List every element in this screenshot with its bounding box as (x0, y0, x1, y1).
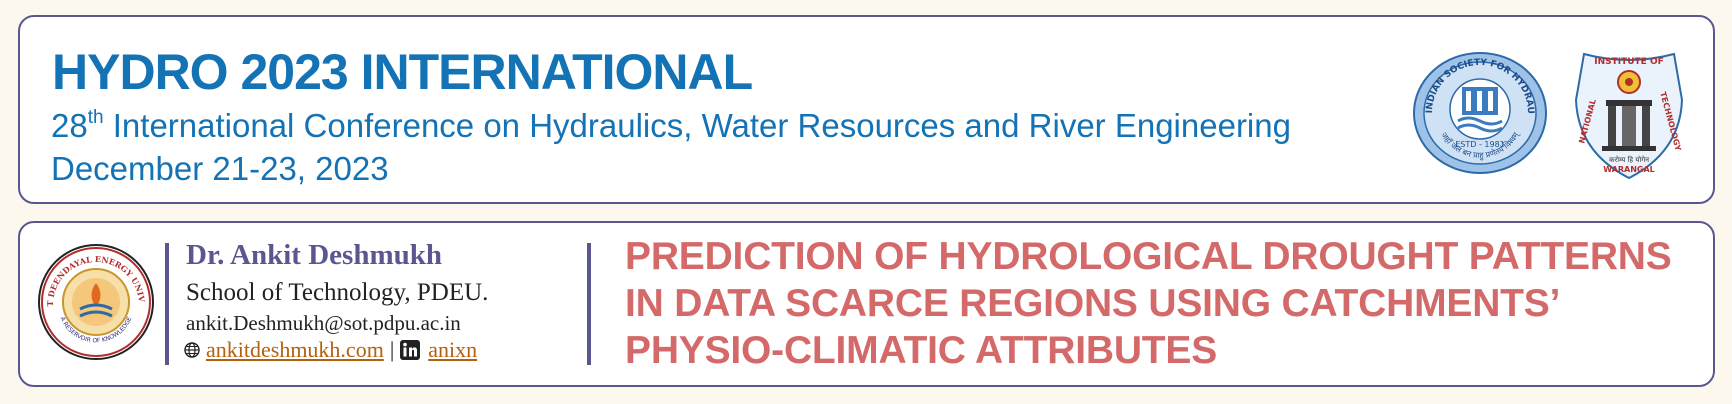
conference-subtitle: 28th International Conference on Hydraul… (51, 107, 1291, 145)
talk-title-line: PREDICTION OF HYDROLOGICAL DROUGHT PATTE… (625, 235, 1672, 278)
conference-ordinal-suffix: th (87, 107, 104, 128)
divider (587, 243, 591, 365)
presenter-affiliation: School of Technology, PDEU. (186, 279, 489, 306)
pdeu-seal-logo: PANDIT DEENDAYAL ENERGY UNIVERSITY A RES… (37, 243, 154, 360)
talk-title-line: IN DATA SCARCE REGIONS USING CATCHMENTS’ (625, 282, 1561, 325)
conference-ordinal: 28 (51, 107, 88, 144)
conference-header-card: HYDRO 2023 INTERNATIONAL 28th Internatio… (18, 15, 1715, 204)
presenter-email[interactable]: ankit.Deshmukh@sot.pdpu.ac.in (186, 311, 461, 335)
linkedin-link[interactable]: anixn (428, 337, 478, 362)
presenter-name: Dr. Ankit Deshmukh (186, 239, 442, 271)
conference-title: HYDRO 2023 INTERNATIONAL (52, 44, 753, 100)
presenter-links: ankitdeshmukh.com | anixn (184, 337, 477, 363)
conference-subtitle-text: International Conference on Hydraulics, … (112, 107, 1291, 144)
talk-title-line: PHYSIO-CLIMATIC ATTRIBUTES (625, 329, 1218, 372)
globe-icon (184, 342, 200, 358)
website-link[interactable]: ankitdeshmukh.com (206, 337, 384, 362)
svg-text:करोम्य हि योगेन: करोम्य हि योगेन (1609, 155, 1649, 164)
linkedin-icon (400, 340, 421, 360)
link-separator: | (389, 337, 395, 362)
ish-logo: THE INDIAN SOCIETY FOR HYDRAULICS ESTD -… (1410, 47, 1547, 174)
nit-warangal-logo: INSTITUTE OF NATIONAL TECHNOLOGY करोम्य … (1574, 52, 1684, 180)
svg-text:ESTD - 1981: ESTD - 1981 (1455, 140, 1505, 149)
presentation-card: PANDIT DEENDAYAL ENERGY UNIVERSITY A RES… (18, 221, 1715, 387)
svg-text:WARANGAL: WARANGAL (1603, 165, 1655, 174)
svg-text:INSTITUTE OF: INSTITUTE OF (1594, 57, 1664, 67)
divider (165, 243, 169, 365)
talk-title: PREDICTION OF HYDROLOGICAL DROUGHT PATTE… (625, 233, 1695, 374)
conference-dates: December 21-23, 2023 (51, 150, 389, 187)
